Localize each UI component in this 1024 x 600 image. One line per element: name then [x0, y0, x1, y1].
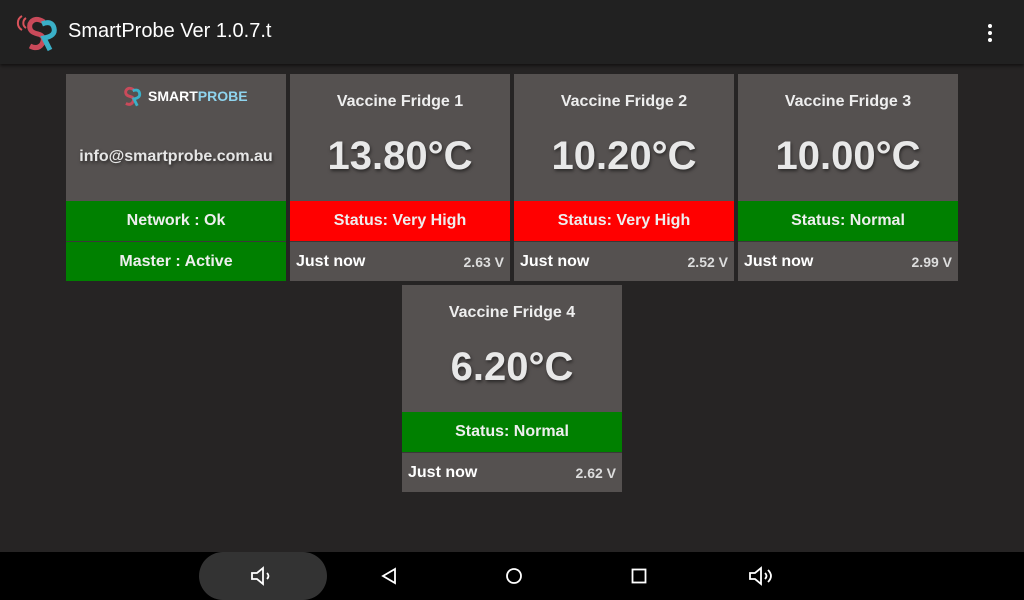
- email-text: info@smartprobe.com.au: [79, 148, 273, 165]
- system-nav-bar: [0, 552, 1024, 600]
- status-badge: Status: Normal: [738, 201, 958, 241]
- home-icon[interactable]: [489, 552, 539, 600]
- probe-temperature: 6.20°C: [450, 345, 574, 389]
- probe-card[interactable]: Vaccine Fridge 1 13.80°C Status: Very Hig…: [290, 74, 510, 281]
- more-vert-icon[interactable]: [986, 22, 994, 44]
- smartprobe-logo-icon: [124, 86, 142, 107]
- status-badge: Status: Very High: [290, 201, 510, 241]
- status-badge: Status: Very High: [514, 201, 734, 241]
- probe-temperature: 13.80°C: [327, 134, 473, 178]
- probe-card[interactable]: Vaccine Fridge 4 6.20°C Status: Normal Ju…: [402, 285, 622, 492]
- battery-voltage: 2.62 V: [575, 464, 616, 481]
- battery-voltage: 2.63 V: [463, 253, 504, 270]
- status-badge: Status: Normal: [402, 412, 622, 452]
- probe-name: Vaccine Fridge 2: [560, 93, 688, 110]
- volume-up-icon[interactable]: [738, 552, 788, 600]
- smartprobe-logo-icon: [16, 15, 57, 52]
- probe-name: Vaccine Fridge 3: [784, 93, 912, 110]
- probe-temperature: 10.00°C: [775, 134, 921, 178]
- app-bar: SmartProbe Ver 1.0.7.t: [0, 0, 1024, 64]
- battery-voltage: 2.99 V: [911, 253, 952, 270]
- probe-name: Vaccine Fridge 1: [336, 93, 464, 110]
- probe-card[interactable]: Vaccine Fridge 3 10.00°C Status: Normal J…: [738, 74, 958, 281]
- recents-icon[interactable]: [614, 552, 664, 600]
- battery-voltage: 2.52 V: [687, 253, 728, 270]
- last-updated: Just now: [408, 463, 478, 481]
- volume-down-icon[interactable]: [199, 552, 327, 600]
- last-updated: Just now: [520, 252, 590, 270]
- back-icon[interactable]: [364, 552, 414, 600]
- info-card: SMART PROBE info@smartprobe.com.au Networ…: [66, 74, 286, 281]
- brand-logo: SMART PROBE: [114, 84, 248, 108]
- probe-name: Vaccine Fridge 4: [448, 304, 576, 321]
- app-title: SmartProbe Ver 1.0.7.t: [68, 20, 272, 42]
- network-status: Network : Ok: [66, 201, 286, 241]
- probe-card[interactable]: Vaccine Fridge 2 10.20°C Status: Very Hig…: [514, 74, 734, 281]
- probe-temperature: 10.20°C: [551, 134, 697, 178]
- master-status: Master : Active: [66, 241, 286, 281]
- last-updated: Just now: [296, 252, 366, 270]
- last-updated: Just now: [744, 252, 814, 270]
